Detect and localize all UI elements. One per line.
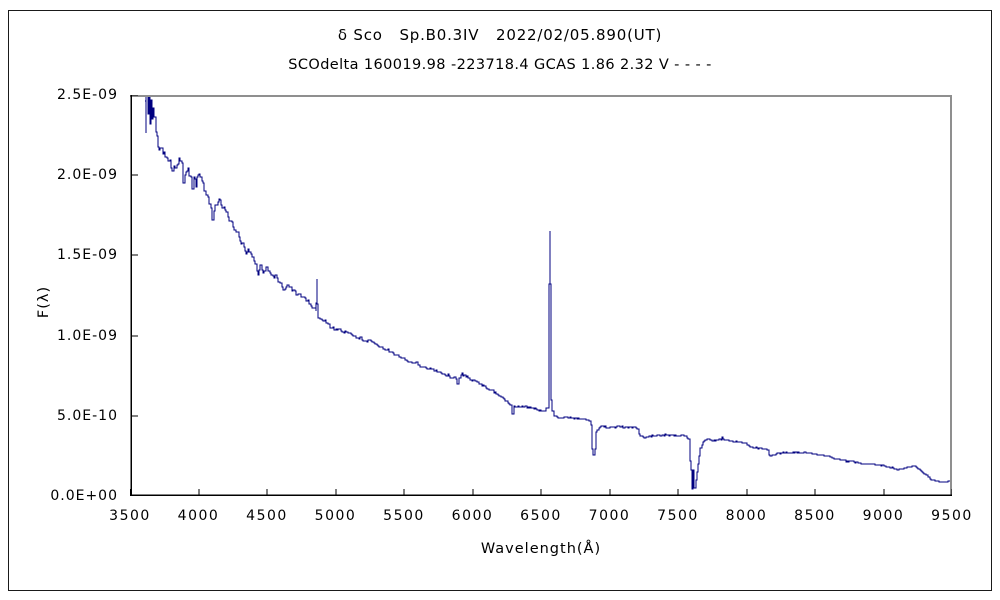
y-axis-label: F(λ) (36, 285, 52, 319)
x-tick-label: 9500 (931, 508, 973, 524)
y-tick-label: 0.0E+00 (50, 488, 118, 504)
x-tick-label: 8500 (794, 508, 836, 524)
y-tick-label: 5.0E-10 (57, 407, 118, 424)
x-tick-label: 7000 (588, 508, 631, 524)
x-axis-label: Wavelength(Å) (480, 541, 602, 557)
spectrum-line (145, 95, 952, 490)
x-tick-label: 6500 (520, 508, 562, 524)
x-tick-label: 5500 (383, 508, 425, 524)
x-tick-label: 6000 (451, 508, 494, 524)
x-tick-label: 7500 (657, 508, 699, 524)
x-tick-label: 4000 (177, 508, 220, 524)
y-tick-label: 1.0E-09 (57, 327, 118, 344)
x-tick-label: 8000 (725, 508, 768, 524)
x-tick-label: 9000 (862, 508, 905, 524)
x-tick-label: 4500 (246, 508, 288, 524)
x-tick-label: 3500 (109, 508, 151, 524)
figure-border (8, 10, 992, 591)
plot-area (130, 95, 952, 496)
chart-subtitle: SCOdelta 160019.98 -223718.4 GCAS 1.86 2… (288, 57, 712, 73)
spectrum-svg (130, 95, 952, 496)
y-tick-label: 2.5E-09 (57, 87, 118, 103)
x-tick-label: 5000 (314, 508, 357, 524)
chart-title: δ Sco Sp.B0.3IV 2022/02/05.890(UT) (337, 26, 663, 44)
y-tick-label: 1.5E-09 (57, 247, 118, 264)
y-tick-label: 2.0E-09 (57, 167, 118, 184)
